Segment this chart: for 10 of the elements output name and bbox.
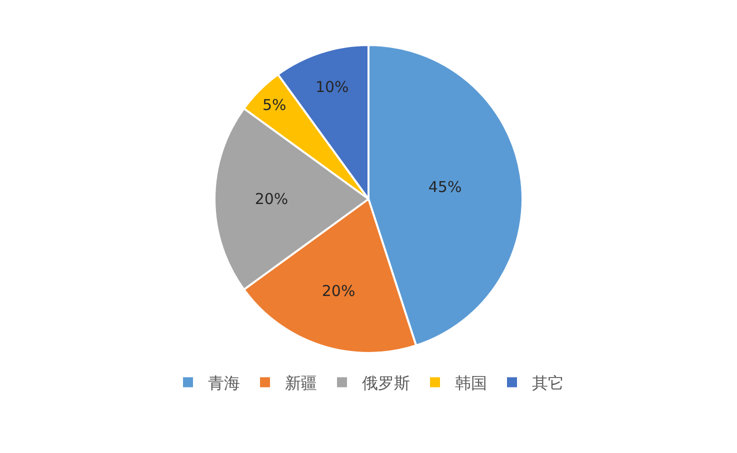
data-label: 20% (254, 190, 288, 208)
data-label: 45% (428, 178, 462, 196)
legend-label: 青海 (208, 373, 240, 392)
legend-label: 其它 (532, 373, 564, 392)
data-label: 20% (322, 282, 356, 300)
legend-label: 韩国 (455, 373, 487, 392)
data-label: 5% (262, 96, 286, 114)
data-label: 10% (315, 78, 349, 96)
legend-label: 俄罗斯 (362, 373, 410, 392)
legend-label: 新疆 (285, 373, 317, 392)
